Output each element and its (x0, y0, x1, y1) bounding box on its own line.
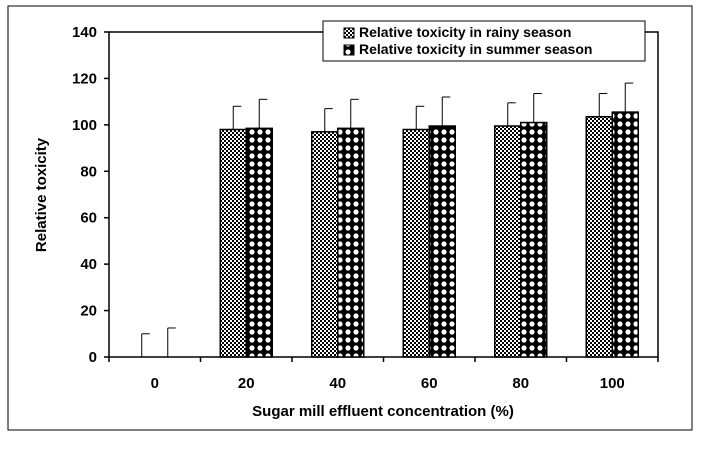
x-tick-label: 80 (512, 375, 529, 392)
y-tick-label: 60 (80, 210, 97, 227)
bar-rainy (219, 128, 247, 358)
bar-summer (520, 121, 548, 358)
y-tick-label: 120 (72, 70, 97, 87)
legend-label-rainy: Relative toxicity in rainy season (359, 24, 571, 40)
y-tick-label: 140 (72, 24, 97, 41)
x-tick-label: 100 (600, 375, 625, 392)
bar-summer (337, 127, 365, 358)
bar-rainy (311, 131, 339, 358)
legend-swatch-rainy (343, 27, 355, 39)
x-tick-label: 20 (238, 375, 255, 392)
x-axis: 0 20 40 60 80 100 (108, 357, 659, 392)
bars (219, 111, 639, 358)
y-tick-label: 40 (80, 256, 97, 273)
plot-area (108, 31, 659, 358)
bar-summer (245, 127, 273, 358)
y-axis-title: Relative toxicity (33, 137, 50, 252)
legend-label-summer: Relative toxicity in summer season (359, 41, 592, 57)
y-tick-label: 80 (80, 163, 97, 180)
bar-summer (428, 125, 456, 358)
x-tick-label: 60 (421, 375, 438, 392)
legend-box (322, 20, 646, 62)
bar-rainy (402, 128, 430, 358)
y-tick-label: 20 (80, 303, 97, 320)
y-tick-label: 100 (72, 117, 97, 134)
legend-swatch-summer (343, 44, 355, 56)
x-tick-label: 40 (329, 375, 346, 392)
bar-rainy (494, 125, 522, 358)
x-axis-title: Sugar mill effluent concentration (%) (252, 403, 514, 420)
bar-summer (611, 111, 639, 358)
x-tick-label: 0 (151, 375, 159, 392)
y-tick-label: 0 (89, 349, 97, 366)
error-bars (141, 82, 634, 357)
bar-rainy (585, 115, 613, 358)
legend: Relative toxicity in rainy season Relati… (322, 20, 646, 62)
y-axis: 0 20 40 60 80 100 120 140 (72, 24, 109, 366)
